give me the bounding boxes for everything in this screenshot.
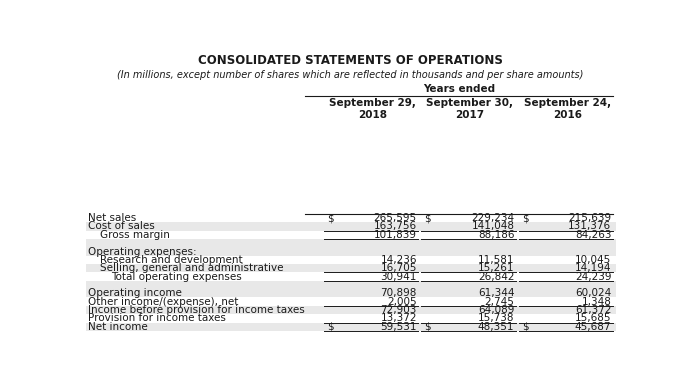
Bar <box>86 239 616 248</box>
Text: $: $ <box>327 322 333 332</box>
Text: 64,089: 64,089 <box>478 305 514 315</box>
Text: 61,372: 61,372 <box>575 305 611 315</box>
Text: 45,687: 45,687 <box>575 322 611 332</box>
Text: 14,194: 14,194 <box>575 263 611 273</box>
Text: Total operating expenses: Total operating expenses <box>111 272 242 282</box>
Text: September 29,
2018: September 29, 2018 <box>329 98 416 120</box>
Text: Net income: Net income <box>88 322 148 332</box>
Text: 61,344: 61,344 <box>478 288 514 298</box>
Text: $: $ <box>327 213 333 223</box>
Text: 88,186: 88,186 <box>478 230 514 240</box>
Text: 1,348: 1,348 <box>581 297 611 307</box>
Text: 101,839: 101,839 <box>374 230 417 240</box>
Text: $: $ <box>522 213 529 223</box>
Text: 229,234: 229,234 <box>471 213 514 223</box>
Text: 13,372: 13,372 <box>380 314 417 323</box>
Text: 26,842: 26,842 <box>478 272 514 282</box>
Text: 141,048: 141,048 <box>471 222 514 231</box>
Text: $: $ <box>423 322 430 332</box>
Text: 30,941: 30,941 <box>380 272 417 282</box>
Bar <box>86 297 616 306</box>
Text: Net sales: Net sales <box>88 213 136 223</box>
Bar <box>86 222 616 231</box>
Text: 59,531: 59,531 <box>380 322 417 332</box>
Text: September 24,
2016: September 24, 2016 <box>524 98 611 120</box>
Bar <box>86 214 616 222</box>
Text: 215,639: 215,639 <box>568 213 611 223</box>
Text: 70,898: 70,898 <box>380 288 417 298</box>
Bar <box>86 248 616 256</box>
Text: 72,903: 72,903 <box>380 305 417 315</box>
Text: 16,705: 16,705 <box>380 263 417 273</box>
Bar <box>86 322 616 331</box>
Text: 10,045: 10,045 <box>575 255 611 265</box>
Text: Income before provision for income taxes: Income before provision for income taxes <box>88 305 305 315</box>
Text: $: $ <box>423 213 430 223</box>
Text: 163,756: 163,756 <box>373 222 417 231</box>
Text: (In millions, except number of shares which are reflected in thousands and per s: (In millions, except number of shares wh… <box>118 69 583 80</box>
Text: CONSOLIDATED STATEMENTS OF OPERATIONS: CONSOLIDATED STATEMENTS OF OPERATIONS <box>198 54 503 67</box>
Text: Cost of sales: Cost of sales <box>88 222 155 231</box>
Text: Provision for income taxes: Provision for income taxes <box>88 314 226 323</box>
Text: 84,263: 84,263 <box>575 230 611 240</box>
Text: 2,745: 2,745 <box>484 297 514 307</box>
Text: Operating expenses:: Operating expenses: <box>88 246 197 256</box>
Text: 14,236: 14,236 <box>380 255 417 265</box>
Text: September 30,
2017: September 30, 2017 <box>426 98 513 120</box>
Text: $: $ <box>522 322 529 332</box>
Bar <box>86 231 616 239</box>
Text: 2,005: 2,005 <box>387 297 417 307</box>
Text: 265,595: 265,595 <box>373 213 417 223</box>
Text: 60,024: 60,024 <box>575 288 611 298</box>
Text: 131,376: 131,376 <box>568 222 611 231</box>
Text: 15,738: 15,738 <box>478 314 514 323</box>
Text: Other income/(expense), net: Other income/(expense), net <box>88 297 239 307</box>
Text: 15,261: 15,261 <box>478 263 514 273</box>
Bar <box>86 281 616 289</box>
Bar <box>86 289 616 297</box>
Text: 48,351: 48,351 <box>478 322 514 332</box>
Text: Operating income: Operating income <box>88 288 182 298</box>
Text: Research and development: Research and development <box>100 255 242 265</box>
Bar <box>86 256 616 264</box>
Text: 11,581: 11,581 <box>478 255 514 265</box>
Text: Years ended: Years ended <box>423 84 495 94</box>
Text: 24,239: 24,239 <box>575 272 611 282</box>
Bar <box>86 272 616 281</box>
Text: 15,685: 15,685 <box>575 314 611 323</box>
Bar <box>86 314 616 322</box>
Text: Gross margin: Gross margin <box>100 230 170 240</box>
Text: Selling, general and administrative: Selling, general and administrative <box>100 263 283 273</box>
Bar <box>86 306 616 314</box>
Bar <box>86 264 616 272</box>
